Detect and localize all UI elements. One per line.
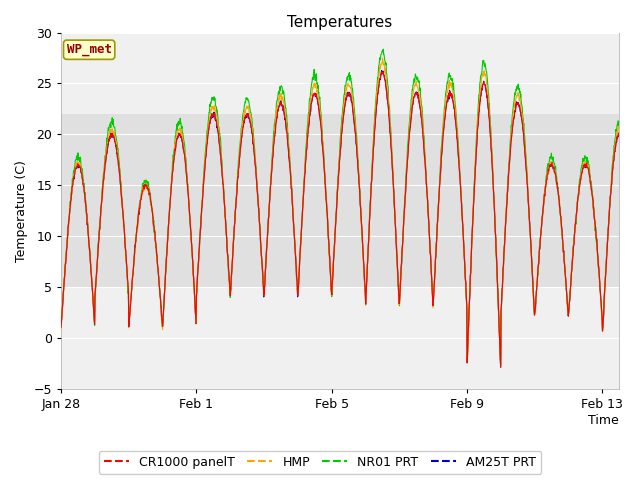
Bar: [61, 114, 619, 287]
Legend: CR1000 panelT, HMP, NR01 PRT, AM25T PRT: CR1000 panelT, HMP, NR01 PRT, AM25T PRT: [99, 451, 541, 474]
Y-axis label: Temperature (C): Temperature (C): [15, 160, 28, 262]
Title: Temperatures: Temperatures: [287, 15, 393, 30]
Text: WP_met: WP_met: [67, 43, 111, 56]
X-axis label: Time: Time: [588, 414, 619, 427]
